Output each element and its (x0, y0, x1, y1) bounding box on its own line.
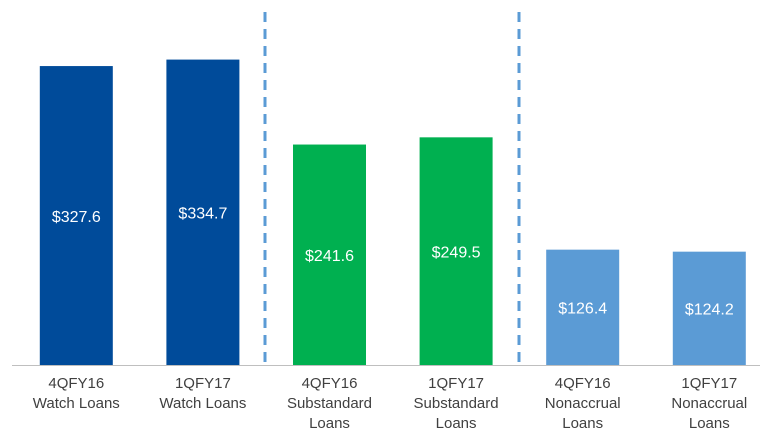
x-tick-label: 1QFY17 (428, 375, 484, 392)
value-label: $334.7 (178, 206, 227, 223)
value-label: $126.4 (558, 301, 607, 318)
value-label: $241.6 (305, 248, 354, 265)
value-label: $249.5 (432, 244, 481, 261)
x-tick-label: 4QFY16 (302, 375, 358, 392)
bar (546, 249, 620, 365)
x-tick-label: Loans (436, 415, 477, 432)
bar (39, 66, 113, 365)
x-tick-label: Watch Loans (33, 395, 120, 412)
x-tick-label: 1QFY17 (681, 375, 737, 392)
x-tick-label: Loans (689, 415, 730, 432)
x-tick-label: Watch Loans (159, 395, 246, 412)
x-tick-label: 1QFY17 (175, 375, 231, 392)
x-tick-label: Nonaccrual (671, 395, 747, 412)
value-label: $327.6 (52, 209, 101, 226)
x-tick-label: 4QFY16 (555, 375, 611, 392)
value-label: $124.2 (685, 302, 734, 319)
x-tick-label: Substandard (414, 395, 499, 412)
bar (419, 137, 493, 365)
bar (166, 59, 240, 366)
x-tick-label: Nonaccrual (545, 395, 621, 412)
bar (293, 144, 366, 365)
x-tick-label: Substandard (287, 395, 372, 412)
bar (672, 251, 746, 365)
x-tick-label: Loans (562, 415, 603, 432)
x-tick-label: 4QFY16 (48, 375, 104, 392)
x-tick-label: Loans (309, 415, 350, 432)
